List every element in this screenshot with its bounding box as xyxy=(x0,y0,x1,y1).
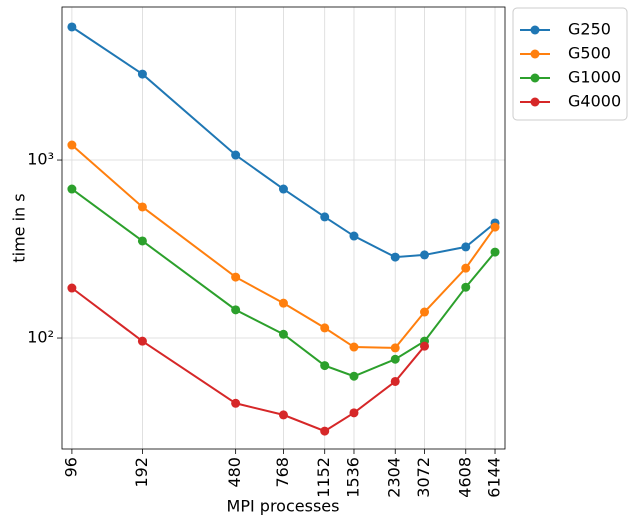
data-point xyxy=(461,242,471,252)
legend-marker xyxy=(530,49,540,59)
data-point xyxy=(461,282,471,292)
data-point xyxy=(231,272,241,282)
data-point xyxy=(67,140,77,150)
data-point xyxy=(461,263,471,273)
x-tick-label: 192 xyxy=(132,457,151,488)
data-point xyxy=(320,323,330,333)
x-tick-label: 768 xyxy=(273,457,292,488)
data-point xyxy=(320,426,330,436)
x-tick-label: 2304 xyxy=(385,457,404,498)
x-tick-label: 480 xyxy=(225,457,244,488)
data-point xyxy=(349,231,359,241)
x-axis-label: MPI processes xyxy=(227,497,340,516)
legend-marker xyxy=(530,73,540,83)
legend-label: G500 xyxy=(568,44,611,63)
data-point xyxy=(349,408,359,418)
legend-box xyxy=(512,7,628,121)
data-point xyxy=(67,283,77,293)
x-tick-label: 6144 xyxy=(485,457,504,498)
data-point xyxy=(278,298,288,308)
data-point xyxy=(349,371,359,381)
data-point xyxy=(390,343,400,353)
data-point xyxy=(278,184,288,194)
x-tick-label: 4608 xyxy=(455,457,474,498)
x-tick-label: 1536 xyxy=(343,457,362,498)
y-tick-label: 10³ xyxy=(27,150,54,169)
legend-marker xyxy=(530,25,540,35)
series-line xyxy=(71,26,496,259)
x-tick-label: 96 xyxy=(61,457,80,477)
data-point xyxy=(490,222,500,232)
legend-label: G4000 xyxy=(568,92,621,111)
y-axis-label: time in s xyxy=(10,193,29,262)
data-point xyxy=(278,410,288,420)
data-point xyxy=(420,341,430,351)
x-tick-label: 3072 xyxy=(414,457,433,498)
y-tick-label: 10² xyxy=(27,328,54,347)
data-point xyxy=(137,236,147,246)
data-point xyxy=(231,150,241,160)
data-point xyxy=(320,212,330,222)
data-point xyxy=(390,354,400,364)
data-point xyxy=(137,202,147,212)
series-line xyxy=(71,287,426,433)
data-point xyxy=(231,305,241,315)
legend-label: G250 xyxy=(568,20,611,39)
plot-frame xyxy=(61,6,506,450)
data-point xyxy=(137,69,147,79)
data-point xyxy=(390,376,400,386)
data-point xyxy=(137,336,147,346)
data-point xyxy=(390,252,400,262)
x-tick-label: 1152 xyxy=(314,457,333,498)
data-point xyxy=(420,307,430,317)
data-point xyxy=(349,342,359,352)
series-line xyxy=(71,144,496,349)
legend-marker xyxy=(530,97,540,107)
data-point xyxy=(67,22,77,32)
data-point xyxy=(490,247,500,257)
series-line xyxy=(71,188,496,378)
data-point xyxy=(67,184,77,194)
data-point xyxy=(320,361,330,371)
data-point xyxy=(278,329,288,339)
data-point xyxy=(420,250,430,260)
legend-label: G1000 xyxy=(568,68,621,87)
data-point xyxy=(231,398,241,408)
